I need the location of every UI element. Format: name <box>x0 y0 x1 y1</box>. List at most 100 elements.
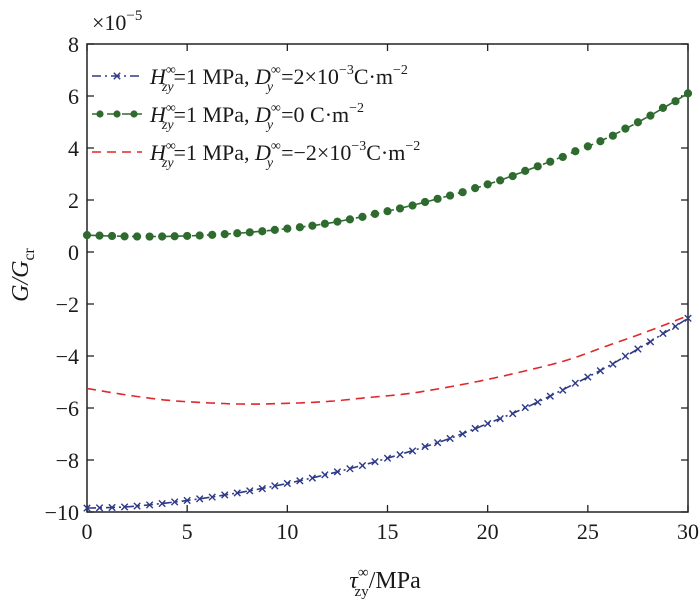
series-2-point <box>521 166 530 175</box>
series-1-point <box>358 461 367 470</box>
series-2-point <box>496 176 505 185</box>
series-2-point <box>145 232 154 241</box>
series-2-point <box>658 103 668 112</box>
series-1-point <box>233 489 241 497</box>
series-1-point <box>308 474 317 482</box>
series-1-point <box>333 468 342 476</box>
series-2-point <box>233 229 242 238</box>
y-tick-label: −10 <box>45 500 79 525</box>
series-2-point <box>245 228 254 237</box>
series-1-point <box>496 415 504 423</box>
series-2-point <box>408 201 417 210</box>
series-2-point <box>95 231 104 240</box>
legend-1-label: H∞ zy=1 MPa, D∞ y =2×10−3C·m−2 <box>149 63 408 95</box>
series-1-point <box>621 352 630 360</box>
series-2-point <box>420 197 430 207</box>
series-1-point <box>534 398 542 406</box>
series-2-point <box>320 219 329 228</box>
series-1-point <box>684 314 692 322</box>
series-1-point <box>546 392 554 400</box>
series-1-point <box>195 495 204 503</box>
series-2-point <box>270 225 279 235</box>
series-1-point <box>346 465 354 473</box>
series-1-point <box>421 442 429 451</box>
series-1-point <box>145 501 154 509</box>
y-tick-label: 2 <box>68 188 79 213</box>
series-1-point <box>509 410 517 418</box>
series-1-line <box>86 317 689 509</box>
series-1-point <box>458 430 467 438</box>
legend-1-marker <box>113 72 121 80</box>
series-1-point <box>483 419 492 428</box>
series-2-point <box>633 118 643 127</box>
series-2-point <box>208 230 217 239</box>
series-1-point <box>221 491 229 499</box>
series-3-line <box>86 314 689 405</box>
series-1-point <box>609 360 617 368</box>
series-1-point <box>646 338 655 346</box>
y-tick-label: −6 <box>56 396 79 421</box>
x-tick-label: 5 <box>182 519 193 544</box>
series-1-point <box>634 345 642 353</box>
y-tick-label: 4 <box>68 136 79 161</box>
series-1-point <box>521 403 529 412</box>
series-2-point <box>596 137 605 146</box>
legend-3-label: H∞ zy=1 MPa, D∞ y =−2×10−3C·m−2 <box>149 139 420 171</box>
series-1-point <box>83 504 91 512</box>
x-tick-label: 15 <box>377 519 399 544</box>
series-1-point <box>408 447 417 455</box>
series-2-point <box>458 188 467 197</box>
x-tick-label: 30 <box>677 519 699 544</box>
series-2-point <box>471 184 480 193</box>
plot-marks: 0 5 10 15 20 25 30 −10 −8 −6 −4 −2 0 2 4 6 8 <box>45 32 699 544</box>
series-1-point <box>183 496 191 505</box>
series-2-point <box>370 209 380 218</box>
y-tick-label: 0 <box>68 240 79 265</box>
series-1-point <box>471 424 479 433</box>
legend-2-marker <box>96 110 104 118</box>
series-1-point <box>158 499 166 508</box>
series-1-point <box>283 479 292 488</box>
y-tick-label: −2 <box>56 292 79 317</box>
series-2-point <box>683 89 693 98</box>
series-2-point <box>345 215 355 224</box>
series-1-point <box>433 438 442 447</box>
series-1-point <box>396 450 404 459</box>
series-1-point <box>321 471 329 479</box>
series-2-point <box>571 147 580 156</box>
legend: H∞ zy=1 MPa, D∞ y =2×10−3C·m−2 H∞ zy=1 MPa, D… <box>92 63 420 171</box>
series-1-point <box>584 373 592 381</box>
x-tick-label: 10 <box>276 519 298 544</box>
series-1-point <box>371 457 379 466</box>
series-2-point <box>195 231 204 240</box>
legend-2-marker <box>130 110 138 118</box>
y-tick-label: −4 <box>56 344 79 369</box>
series-2-point <box>183 231 192 241</box>
series-1-point <box>571 379 580 387</box>
series-1-point <box>95 504 104 512</box>
y-tick-label: 6 <box>68 84 79 109</box>
y-axis-label: G/Gcr <box>8 247 38 301</box>
y-tick-label: 8 <box>68 32 79 57</box>
series-2-point <box>283 224 292 233</box>
series-1-point <box>258 484 266 493</box>
series-2-point <box>258 227 267 236</box>
series-1-point <box>383 454 392 462</box>
series-2-point <box>621 124 630 133</box>
x-tick-label: 20 <box>477 519 499 544</box>
series-2-point <box>107 231 117 241</box>
series-1-point <box>208 493 216 501</box>
series-2-point <box>158 232 167 241</box>
series-1-point <box>671 322 680 331</box>
series-2-point <box>220 229 229 239</box>
series-1-point <box>133 502 141 510</box>
series-2-point <box>308 221 317 230</box>
series-1-point <box>446 434 454 443</box>
scale-note: ×10−5 <box>92 8 142 35</box>
series-2-point <box>333 217 342 226</box>
x-axis-label: τ∞ zy/MPa <box>349 565 421 600</box>
series-1-point <box>170 498 179 506</box>
series-2-point <box>546 157 555 166</box>
series-1-point <box>108 503 116 512</box>
